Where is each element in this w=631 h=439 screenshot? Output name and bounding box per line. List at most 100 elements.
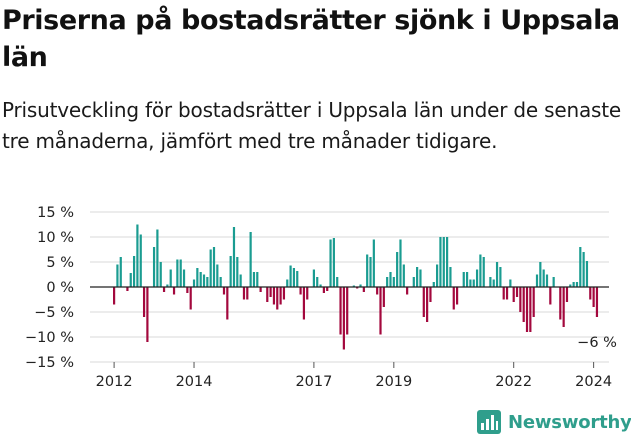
newsworthy-logo-icon [477,410,501,434]
bar [242,287,246,300]
y-tick-label: −15 % [25,355,74,371]
bar [159,262,162,287]
bar [595,287,599,317]
bar [442,237,445,287]
bar [562,287,565,327]
bar [326,287,329,291]
bar [129,273,132,287]
bar [209,249,212,287]
bar [222,287,226,295]
bar [502,287,505,300]
bar [279,287,282,305]
bar [372,239,375,287]
bar [575,282,579,287]
x-tick-label: 2019 [375,374,412,390]
bar [346,287,349,335]
bar [132,256,136,287]
bar [286,279,289,287]
brand-logo: Newsworthy [476,407,631,437]
bar [342,287,345,350]
bar [292,268,296,287]
bar [589,287,592,300]
bar [322,287,325,293]
bar [332,238,335,287]
bar [392,277,395,287]
bar [352,285,355,287]
bar [499,267,502,287]
y-tick-label: 10 % [37,230,74,246]
chart-subtitle: Prisutveckling för bostadsrätter i Uppsa… [2,98,622,153]
bar [399,239,402,287]
x-tick-label: 2014 [176,374,213,390]
bar [559,287,562,320]
bar [585,261,589,287]
bar [249,232,252,287]
bar [422,287,425,317]
bar [545,274,549,287]
bar [336,277,339,287]
bar [226,287,229,320]
bar [252,272,256,287]
bar [515,287,519,297]
bar [199,272,202,287]
bar [256,272,259,287]
bar [512,287,515,302]
bar [229,256,232,287]
bar [319,284,322,287]
bar [542,269,545,287]
bar [522,287,525,322]
bar [359,284,362,287]
y-axis-ticks: 15 % 10 % 5 % 0 % −5 % −10 % −15 % [25,205,74,371]
bar [299,287,302,295]
bar [272,287,276,305]
bar [339,287,342,335]
bar [212,247,216,287]
bar [202,274,206,287]
bar [539,262,542,287]
y-tick-label: 15 % [37,205,74,221]
bar [166,284,169,287]
bar [219,277,222,287]
bar [196,268,199,287]
bar [246,287,249,300]
bar [389,272,392,287]
bar [492,279,495,287]
bar [429,287,432,302]
bar [316,277,319,287]
bar [449,267,452,287]
bar [146,287,149,342]
bar [465,272,469,287]
bar [232,227,236,287]
bar [369,257,372,287]
bar [156,229,159,287]
bar [592,287,595,307]
bar [509,279,512,287]
x-tick-label: 2022 [495,374,532,390]
bar [482,257,485,287]
bar [186,287,189,293]
bar [116,264,119,287]
x-axis-ticks: 2012 2014 2017 2019 2022 2024 [96,362,612,390]
bar [282,287,286,300]
bar [176,259,179,287]
x-tick-label: 2024 [575,374,612,390]
bar [402,264,405,287]
bar [169,269,172,287]
bar [386,277,389,287]
bar [162,287,166,292]
bar [552,277,555,287]
bar [302,287,306,320]
bar [366,254,369,287]
bar [549,287,552,305]
bar [142,287,146,317]
bar [419,269,422,287]
bar [416,267,419,287]
bar [446,237,449,287]
end-value-label: −6 % [577,335,617,351]
bar [382,287,385,307]
bar [172,287,176,295]
bar [469,279,472,287]
bars [113,224,599,350]
bar [439,237,442,287]
bar [565,287,569,302]
